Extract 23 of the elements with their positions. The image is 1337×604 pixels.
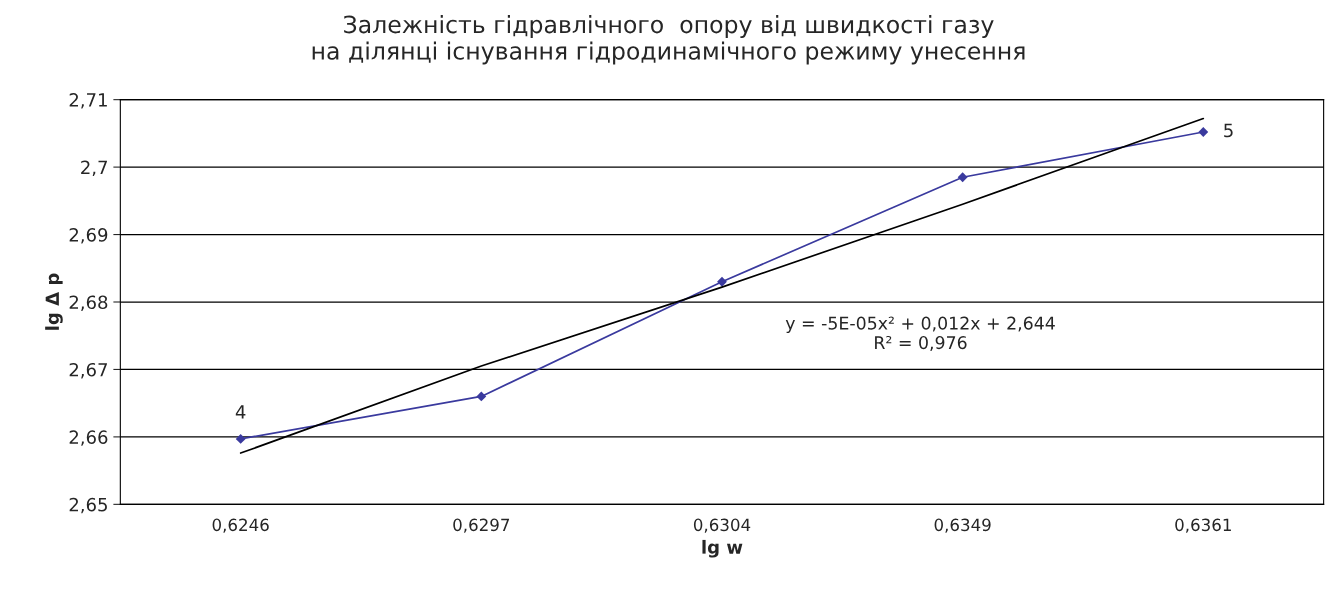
y-tick-label: 2,65 [69,497,107,514]
x-axis-title: lg w [702,539,743,558]
point [235,434,246,444]
y-tick-label: 2,66 [69,430,108,446]
y-tick-label: 2,7 [81,160,107,177]
y-tick-label: 2,67 [69,362,107,379]
annotation: y = -5E-05x² + 0,012x + 2,644 R² = 0,976 [785,316,1055,351]
annotation: 4 [235,405,246,419]
x-tick-label: 0,6304 [693,518,751,533]
x-tick-label: 0,6246 [212,518,269,533]
y-axis-title: lg Δ p [45,273,63,330]
y-tick-label: 2,69 [69,228,108,244]
y-tick-label: 2,68 [69,295,108,311]
x-tick-label: 0,6297 [453,518,510,533]
annotation: 5 [1224,123,1233,138]
x-tick-label: 0,6361 [1175,518,1231,533]
chart-title: Залежність гідравлічного опору від швидкості газу на ділянці існування гідродинамічного режиму унесення [312,15,1025,65]
y-tick-label: 2,71 [69,93,107,109]
point [1198,127,1209,137]
point [957,172,968,183]
point [717,276,727,287]
x-tick-label: 0,6349 [934,518,991,533]
point [476,391,487,402]
